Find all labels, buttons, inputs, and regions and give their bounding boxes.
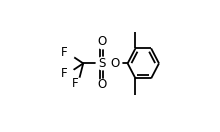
Text: O: O xyxy=(110,57,119,70)
Text: F: F xyxy=(61,67,68,80)
Text: S: S xyxy=(98,57,105,70)
Text: F: F xyxy=(71,77,78,90)
Text: O: O xyxy=(97,78,106,91)
Text: F: F xyxy=(61,46,68,59)
Text: O: O xyxy=(97,35,106,48)
